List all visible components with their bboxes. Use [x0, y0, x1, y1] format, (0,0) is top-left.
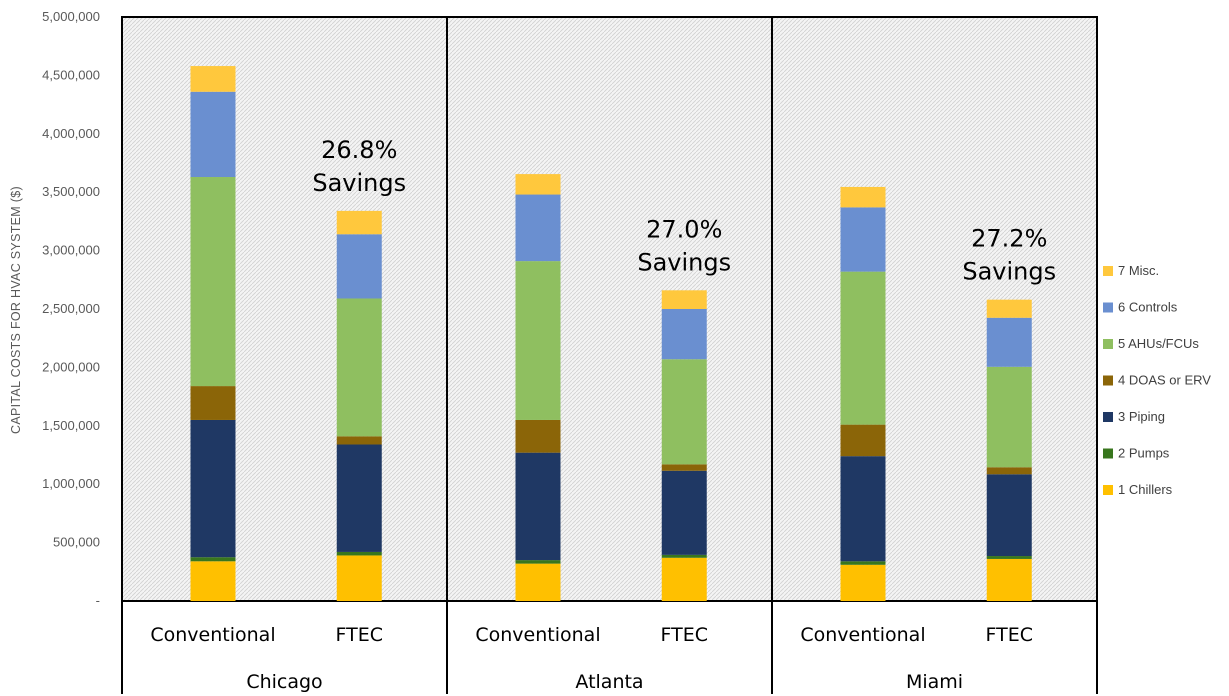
x-category-label: Conventional	[150, 624, 275, 646]
bar-segment-4-doas-or-erv	[840, 424, 886, 457]
x-category-label: FTEC	[661, 624, 708, 646]
legend-item: 4 DOAS or ERV	[1103, 373, 1211, 388]
bar-segment-5-ahus-fcus	[336, 298, 382, 437]
bar-segment-6-controls	[661, 309, 707, 360]
legend-swatch	[1103, 339, 1113, 349]
bar-segment-2-pumps	[986, 556, 1032, 559]
bar-segment-2-pumps	[840, 561, 886, 565]
bar-segment-4-doas-or-erv	[336, 436, 382, 445]
x-group-label: Atlanta	[575, 671, 643, 693]
bar-segment-5-ahus-fcus	[661, 359, 707, 465]
bar-segment-4-doas-or-erv	[515, 419, 561, 453]
bar-segment-6-controls	[190, 91, 236, 178]
bar-segment-7-misc	[336, 210, 382, 235]
legend-label: 3 Piping	[1118, 409, 1165, 424]
savings-text-label: Savings	[962, 258, 1056, 286]
bar-segment-1-chillers	[986, 558, 1032, 601]
bar-segment-7-misc	[515, 174, 561, 195]
y-tick-label: -	[96, 593, 100, 608]
bar-segment-3-piping	[515, 452, 561, 561]
x-category-label: Conventional	[800, 624, 925, 646]
bar-segment-7-misc	[190, 66, 236, 92]
bar-segment-4-doas-or-erv	[986, 467, 1032, 475]
y-tick-label: 5,000,000	[42, 9, 100, 24]
y-tick-label: 1,000,000	[42, 476, 100, 491]
bar-segment-7-misc	[661, 290, 707, 309]
x-axis: Conventional FTEC Conventional FTEC Conventi…	[121, 601, 1098, 694]
y-axis-label: CAPITAL COSTS FOR HVAC SYSTEM ($)	[9, 186, 23, 434]
bar-segment-1-chillers	[190, 561, 236, 601]
bar-segment-3-piping	[190, 419, 236, 558]
bar-segment-6-controls	[986, 317, 1032, 367]
y-tick-label: 3,500,000	[42, 184, 100, 199]
plot-border	[121, 16, 1098, 602]
bar-segment-1-chillers	[840, 564, 886, 601]
bar-segment-7-misc	[986, 299, 1032, 318]
bar-segment-3-piping	[986, 474, 1032, 557]
y-tick-label: 1,500,000	[42, 418, 100, 433]
savings-annotations: 26.8% Savings 27.0% Savings 27.2% Savings	[312, 136, 1056, 286]
savings-percent-label: 27.0%	[646, 215, 722, 243]
legend-label: 4 DOAS or ERV	[1118, 373, 1211, 388]
bar-segment-1-chillers	[661, 557, 707, 601]
y-axis-ticks: - 500,000 1,000,000 1,500,000 2,000,000 2,500…	[42, 9, 100, 608]
legend-label: 2 Pumps	[1118, 446, 1170, 461]
bar-segment-7-misc	[840, 186, 886, 208]
legend-label: 6 Controls	[1118, 300, 1178, 315]
savings-text-label: Savings	[637, 248, 731, 276]
bar-segment-3-piping	[336, 444, 382, 552]
bar-segment-5-ahus-fcus	[515, 261, 561, 420]
x-category-label: FTEC	[986, 624, 1033, 646]
y-tick-label: 2,000,000	[42, 359, 100, 374]
legend-swatch	[1103, 375, 1113, 386]
savings-text-label: Savings	[312, 169, 406, 197]
legend-swatch	[1103, 266, 1113, 276]
legend-label: 5 AHUs/FCUs	[1118, 336, 1199, 351]
bar-segment-2-pumps	[515, 560, 561, 564]
savings-percent-label: 27.2%	[971, 225, 1047, 253]
legend-label: 1 Chillers	[1118, 482, 1173, 497]
plot-background	[122, 17, 1097, 601]
y-tick-label: 2,500,000	[42, 301, 100, 316]
legend-label: 7 Misc.	[1118, 263, 1159, 278]
bar-segment-2-pumps	[190, 557, 236, 562]
y-tick-label: 500,000	[53, 535, 100, 550]
bar-segment-3-piping	[661, 470, 707, 555]
legend-item: 5 AHUs/FCUs	[1103, 336, 1199, 351]
bar-segment-5-ahus-fcus	[986, 366, 1032, 468]
plot-area	[121, 16, 1098, 694]
legend-swatch	[1103, 485, 1113, 495]
x-group-label: Miami	[906, 671, 963, 693]
bar-segment-6-controls	[840, 207, 886, 272]
x-group-label: Chicago	[246, 671, 322, 693]
savings-percent-label: 26.8%	[321, 136, 397, 164]
bar-segment-4-doas-or-erv	[661, 464, 707, 471]
bar-segment-2-pumps	[336, 551, 382, 556]
y-tick-label: 3,000,000	[42, 243, 100, 258]
bar-segment-3-piping	[840, 456, 886, 562]
legend: 7 Misc. 6 Controls 5 AHUs/FCUs 4 DOAS or ER…	[1103, 263, 1211, 497]
x-category-label: Conventional	[475, 624, 600, 646]
bar-segment-1-chillers	[515, 563, 561, 601]
legend-item: 7 Misc.	[1103, 263, 1159, 278]
bar-segment-5-ahus-fcus	[190, 177, 236, 387]
bar-segment-4-doas-or-erv	[190, 386, 236, 420]
legend-swatch	[1103, 302, 1113, 313]
bar-segment-1-chillers	[336, 555, 382, 601]
legend-item: 6 Controls	[1103, 300, 1178, 315]
bar-segment-6-controls	[515, 194, 561, 262]
bars	[190, 66, 1032, 601]
legend-swatch	[1103, 412, 1113, 422]
bar-segment-6-controls	[336, 234, 382, 299]
bar-segment-2-pumps	[661, 554, 707, 558]
bar-segment-5-ahus-fcus	[840, 271, 886, 425]
y-tick-label: 4,500,000	[42, 67, 100, 82]
legend-item: 3 Piping	[1103, 409, 1165, 424]
legend-item: 1 Chillers	[1103, 482, 1173, 497]
y-tick-label: 4,000,000	[42, 126, 100, 141]
x-category-label: FTEC	[336, 624, 383, 646]
legend-item: 2 Pumps	[1103, 446, 1170, 461]
legend-swatch	[1103, 448, 1113, 459]
